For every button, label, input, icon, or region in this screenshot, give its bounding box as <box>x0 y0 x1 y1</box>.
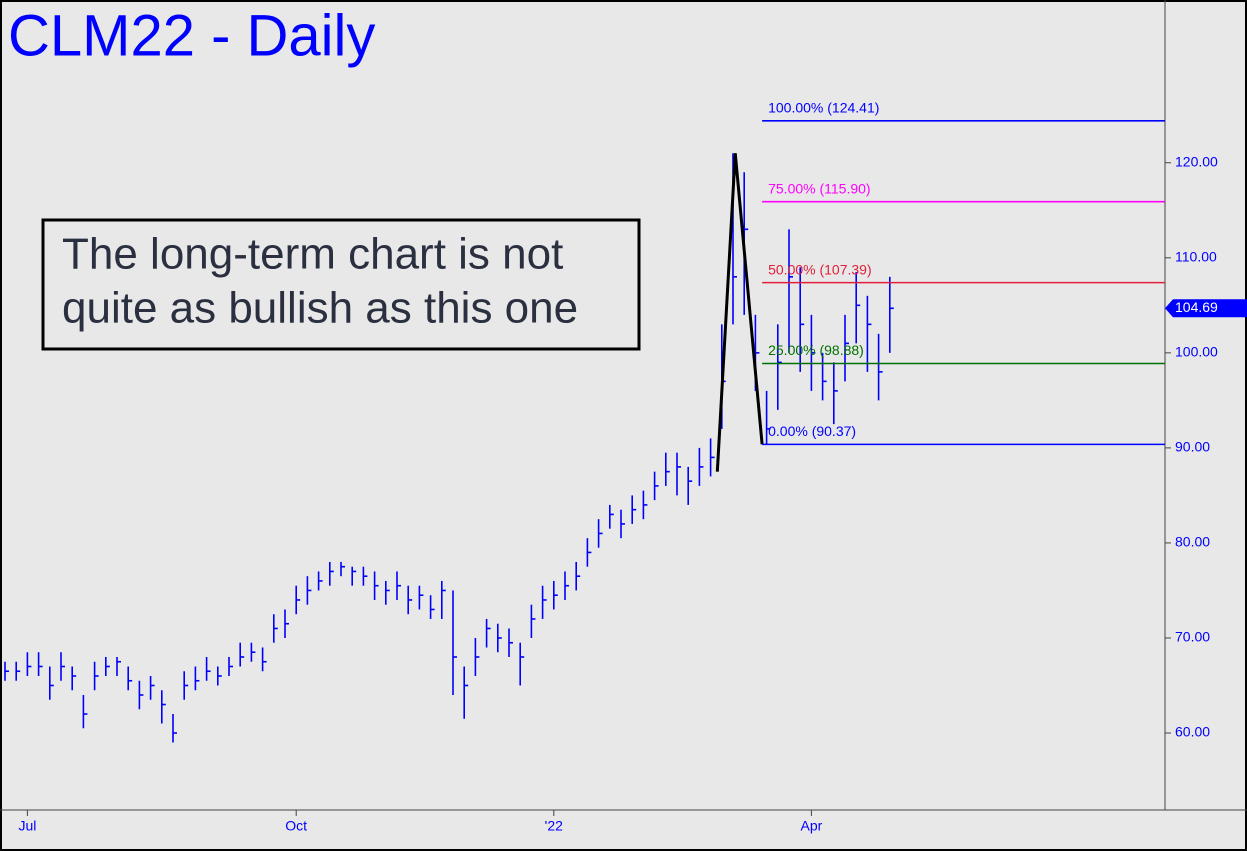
y-tick-label: 70.00 <box>1175 629 1210 645</box>
annotation: The long-term chart is not <box>62 230 563 279</box>
x-tick-label: Jul <box>18 818 36 834</box>
last-price-label: 104.69 <box>1175 299 1218 315</box>
level-label: 50.00% (107.39) <box>768 261 872 277</box>
chart-title: CLM22 - Daily <box>8 3 375 68</box>
annotation: quite as bullish as this one <box>62 284 578 333</box>
x-tick-label: Oct <box>285 818 307 834</box>
last-price-marker <box>1165 299 1247 318</box>
level-label: 100.00% (124.41) <box>768 100 879 116</box>
y-tick-label: 100.00 <box>1175 344 1218 360</box>
y-tick-label: 110.00 <box>1175 249 1217 265</box>
y-tick-label: 90.00 <box>1175 439 1210 455</box>
y-tick-label: 80.00 <box>1175 534 1210 550</box>
level-label: 75.00% (115.90) <box>768 180 870 196</box>
level-label: 0.00% (90.37) <box>768 423 856 439</box>
x-tick-label: '22 <box>545 818 563 834</box>
annotation-box <box>41 218 641 351</box>
pattern-line <box>715 153 764 472</box>
x-tick-label: Apr <box>801 818 823 834</box>
level-label: 25.00% (98.88) <box>768 342 864 358</box>
y-tick-label: 120.00 <box>1175 153 1218 169</box>
y-tick-label: 60.00 <box>1175 724 1210 740</box>
